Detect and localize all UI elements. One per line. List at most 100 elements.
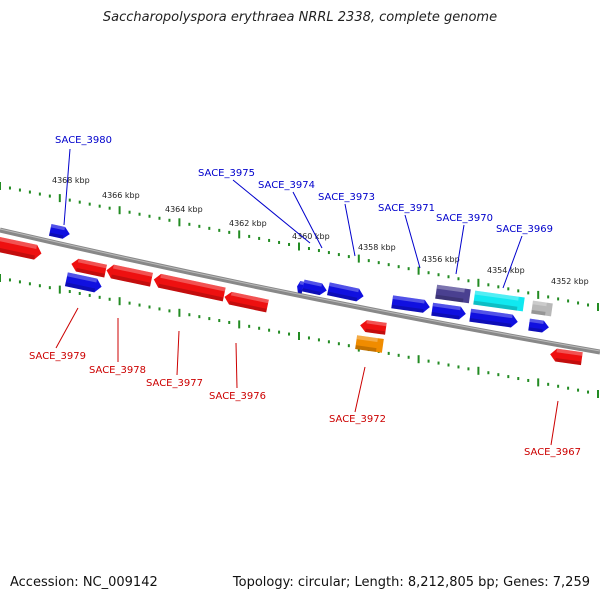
inner-major-tick — [58, 285, 61, 294]
outer-minor-tick — [28, 190, 31, 194]
map-title: Saccharopolyspora erythraea NRRL 2338, c… — [102, 10, 498, 25]
outer-minor-tick — [337, 253, 340, 257]
gene-label-reverse: SACE_3967 — [524, 447, 581, 458]
gene-label-forward: SACE_3975 — [198, 168, 255, 179]
gene-arrow — [302, 279, 327, 296]
outer-minor-tick — [18, 188, 21, 192]
inner-minor-tick — [307, 336, 310, 340]
inner-minor-tick — [188, 313, 191, 317]
inner-minor-tick — [218, 319, 221, 323]
gene-labels: SACE_3980SACE_3975SACE_3974SACE_3973SACE… — [29, 135, 581, 458]
leader-line — [235, 342, 238, 389]
outer-minor-tick — [457, 277, 460, 281]
genome-backbone-highlight — [0, 228, 600, 352]
gene-arrow — [473, 290, 525, 312]
outer-minor-tick — [138, 212, 141, 216]
accession-text: Accession: NC_009142 — [10, 575, 158, 590]
gene-label-forward: SACE_3974 — [258, 180, 315, 191]
outer-minor-tick — [367, 259, 370, 263]
outer-minor-tick — [407, 267, 410, 271]
inner-minor-tick — [8, 278, 11, 282]
outer-minor-tick — [88, 202, 91, 206]
outer-minor-tick — [148, 214, 151, 218]
inner-minor-tick — [158, 307, 161, 311]
outer-major-tick — [58, 194, 61, 203]
leader-line — [176, 330, 180, 376]
outer-major-tick — [178, 218, 181, 227]
outer-minor-tick — [587, 303, 590, 307]
leader-line — [232, 179, 311, 244]
inner-minor-tick — [148, 305, 151, 309]
inner-minor-tick — [38, 284, 41, 288]
outer-minor-tick — [188, 222, 191, 226]
outer-major-tick — [477, 278, 480, 287]
gene-arrow — [531, 300, 553, 317]
outer-minor-tick — [288, 242, 291, 246]
inner-minor-tick — [437, 361, 440, 365]
inner-minor-tick — [278, 330, 281, 334]
outer-minor-tick — [98, 204, 101, 208]
outer-major-tick — [238, 230, 241, 239]
inner-minor-tick — [18, 280, 21, 284]
inner-minor-tick — [347, 344, 350, 348]
inner-major-tick — [0, 274, 1, 282]
inner-minor-tick — [68, 290, 71, 294]
kbp-label: 4358 kbp — [358, 243, 396, 252]
inner-minor-tick — [517, 377, 520, 381]
genome-summary-text: Topology: circular; Length: 8,212,805 bp… — [232, 575, 590, 590]
inner-minor-tick — [327, 340, 330, 344]
outer-minor-tick — [307, 247, 310, 251]
leader-line — [455, 224, 465, 275]
outer-major-tick — [537, 290, 540, 299]
gene-arrow — [469, 308, 518, 328]
gene-leader-lines — [55, 148, 559, 446]
leader-line — [404, 214, 421, 269]
outer-minor-tick — [78, 200, 81, 204]
leader-line — [354, 366, 366, 413]
inner-minor-tick — [317, 338, 320, 342]
outer-minor-tick — [577, 301, 580, 305]
inner-minor-tick — [457, 365, 460, 369]
inner-minor-tick — [288, 332, 291, 336]
outer-minor-tick — [497, 285, 500, 289]
outer-minor-tick — [517, 289, 520, 293]
inner-minor-tick — [487, 371, 490, 375]
gene-arrow — [435, 284, 471, 304]
outer-major-tick — [298, 242, 300, 251]
outer-minor-tick — [467, 279, 470, 283]
genome-backbone — [0, 227, 600, 355]
outer-minor-tick — [437, 273, 440, 277]
gene-label-reverse: SACE_3978 — [89, 365, 146, 376]
inner-minor-tick — [547, 382, 550, 386]
inner-major-tick — [477, 366, 480, 375]
outer-minor-tick — [397, 265, 400, 269]
gene-arrow — [0, 236, 42, 260]
inner-tick-row — [0, 274, 599, 398]
inner-minor-tick — [397, 353, 400, 357]
gene-features — [0, 224, 583, 366]
gene-arrow — [106, 264, 153, 287]
outer-minor-tick — [347, 255, 350, 259]
outer-major-tick — [417, 266, 420, 275]
gene-arrow — [153, 273, 226, 302]
outer-minor-tick — [327, 251, 330, 255]
inner-minor-tick — [28, 282, 31, 286]
inner-minor-tick — [208, 317, 211, 321]
gene-arrow — [550, 348, 583, 366]
gene-label-forward: SACE_3969 — [496, 224, 553, 235]
outer-minor-tick — [168, 218, 171, 222]
outer-minor-tick — [248, 234, 251, 238]
outer-minor-tick — [447, 275, 450, 279]
inner-minor-tick — [128, 301, 131, 305]
kbp-label: 4360 kbp — [292, 232, 330, 241]
inner-major-tick — [597, 390, 599, 398]
inner-minor-tick — [228, 320, 231, 324]
inner-minor-tick — [467, 367, 470, 371]
gene-arrow — [297, 280, 305, 294]
gene-label-forward: SACE_3970 — [436, 213, 493, 224]
outer-tick-row — [0, 182, 599, 311]
outer-minor-tick — [218, 228, 221, 232]
gene-label-reverse: SACE_3979 — [29, 351, 86, 362]
inner-minor-tick — [138, 303, 141, 307]
outer-minor-tick — [387, 263, 390, 267]
